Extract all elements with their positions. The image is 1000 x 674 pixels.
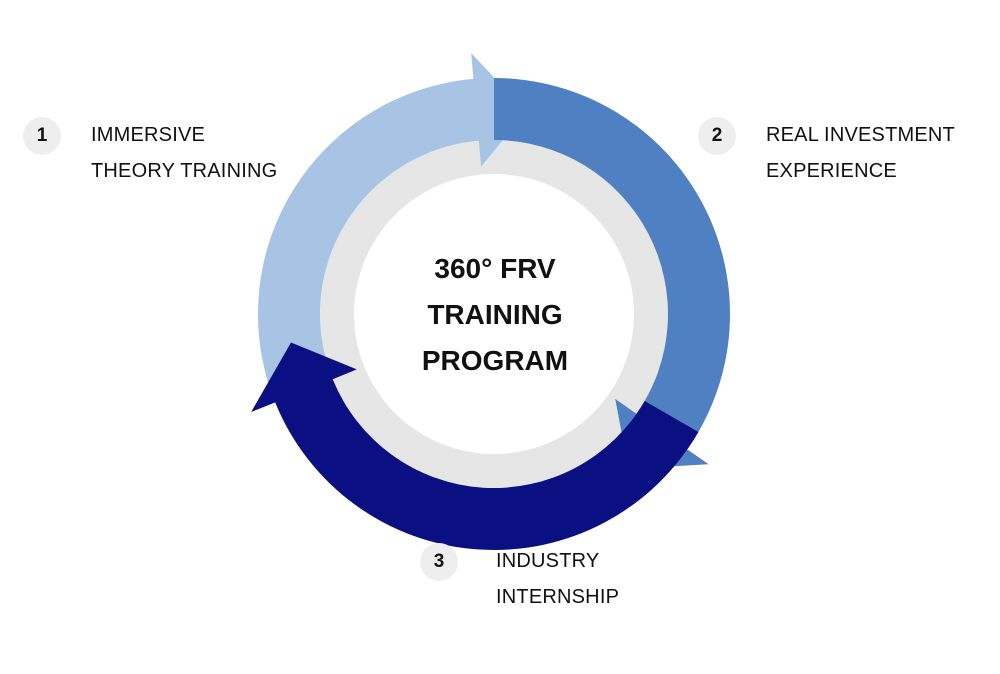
diagram-center-title: 360° FRV TRAINING PROGRAM bbox=[380, 246, 610, 384]
step-1-number-badge: 1 bbox=[23, 117, 61, 155]
step-2-label: REAL INVESTMENT EXPERIENCE bbox=[766, 117, 955, 189]
center-title-line-3: PROGRAM bbox=[421, 345, 569, 376]
center-title-line-1: 360° FRV bbox=[434, 253, 556, 284]
step-2-label-line-1: REAL INVESTMENT bbox=[766, 124, 955, 146]
step-3-label-line-2: INTERNSHIP bbox=[496, 586, 620, 608]
step-2: 2 REAL INVESTMENT EXPERIENCE bbox=[698, 117, 955, 189]
step-1-label: IMMERSIVE THEORY TRAINING bbox=[91, 117, 277, 189]
step-3-number-badge: 3 bbox=[420, 543, 458, 581]
step-3-arrow bbox=[251, 342, 699, 550]
step-2-label-line-2: EXPERIENCE bbox=[766, 160, 897, 182]
step-3-label-line-1: INDUSTRY bbox=[496, 550, 600, 572]
step-1: 1 IMMERSIVE THEORY TRAINING bbox=[23, 117, 277, 189]
step-1-label-line-2: THEORY TRAINING bbox=[91, 160, 278, 182]
inner-disc bbox=[354, 174, 634, 454]
step-2-number-badge: 2 bbox=[698, 117, 736, 155]
step-3-label: INDUSTRY INTERNSHIP bbox=[496, 543, 619, 615]
center-title-line-2: TRAINING bbox=[427, 299, 563, 330]
step-1-label-line-1: IMMERSIVE bbox=[91, 124, 206, 146]
step-3: 3 INDUSTRY INTERNSHIP bbox=[420, 543, 619, 615]
step-2-arrow bbox=[494, 78, 731, 469]
